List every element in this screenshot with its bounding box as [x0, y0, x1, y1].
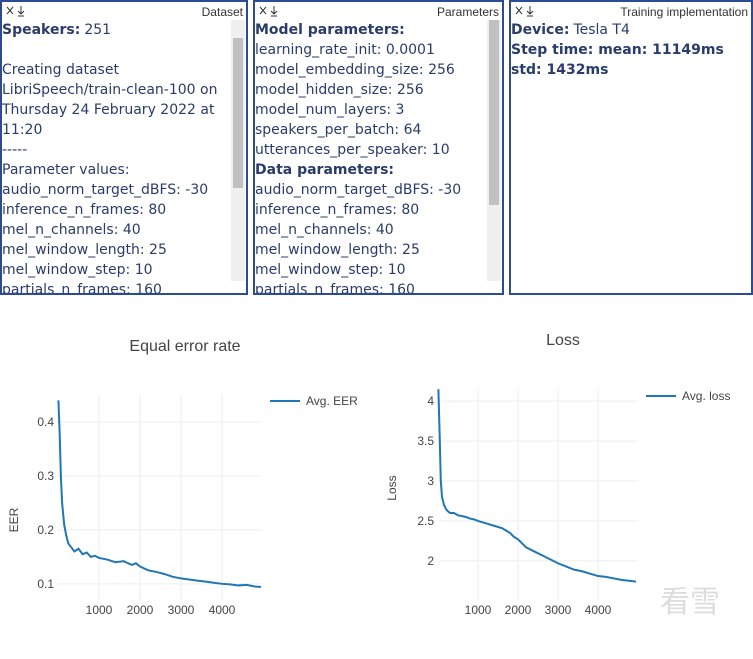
- text-line: mel_window_step: 10: [255, 262, 406, 278]
- x-tick-label: 4000: [209, 603, 236, 617]
- y-tick-label: 2.5: [417, 514, 434, 528]
- pane-text: Model parameters: learning_rate_init: 0.0…: [255, 20, 486, 295]
- y-tick-label: 2: [427, 554, 434, 568]
- text-line: mel_window_step: 10: [2, 262, 153, 278]
- pane-text: Device: Tesla T4 Step time: mean: 11149ms …: [511, 20, 735, 80]
- text-line: partials_n_frames: 160: [2, 282, 162, 295]
- text-line: mel_window_length: 25: [255, 242, 420, 258]
- text-line: Device: Tesla T4: [511, 20, 735, 40]
- text-line: Data parameters:: [255, 160, 486, 180]
- text-line: Speakers: 251: [2, 20, 230, 40]
- x-tick-label: 3000: [168, 603, 195, 617]
- y-tick-label: 4: [427, 394, 434, 408]
- text-line: Parameter values:: [2, 162, 130, 178]
- text-line: utterances_per_speaker: 10: [255, 142, 450, 158]
- y-axis-title: EER: [7, 507, 21, 532]
- watermark: 看雪: [660, 586, 720, 619]
- text-line: mel_window_length: 25: [2, 242, 167, 258]
- pane-title: Dataset: [201, 5, 243, 19]
- line-key: Data parameters:: [255, 162, 395, 178]
- legend-label: Avg. loss: [682, 389, 730, 403]
- y-tick-label: 0.2: [37, 523, 54, 537]
- y-tick-label: 0.1: [37, 577, 54, 591]
- x-tick-label: 1000: [86, 603, 113, 617]
- line-key: Step time: mean: 11149ms std: 1432ms: [511, 42, 724, 78]
- pane-header: Dataset: [2, 2, 246, 20]
- text-line: audio_norm_target_dBFS: -30: [2, 182, 209, 198]
- x-tick-label: 1000: [465, 603, 492, 617]
- text-line: inference_n_frames: 80: [255, 202, 420, 218]
- pane-header: Parameters: [255, 2, 502, 20]
- training-pane: Training implementation Device: Tesla T4 S…: [509, 0, 753, 295]
- text-line: Creating dataset LibriSpeech/train-clean…: [2, 62, 218, 138]
- data-line: [57, 400, 262, 589]
- pane-icons[interactable]: [515, 5, 545, 19]
- text-line: -----: [2, 142, 28, 158]
- line-value: 251: [84, 22, 112, 38]
- pane-title: Parameters: [436, 5, 499, 19]
- pane-icons[interactable]: [259, 5, 289, 19]
- line-key: Speakers:: [2, 22, 81, 38]
- text-line: model_hidden_size: 256: [255, 82, 424, 98]
- dataset-pane: Dataset Speakers: 251 Creating dataset Lib…: [0, 0, 248, 295]
- text-line: Step time: mean: 11149ms std: 1432ms: [511, 40, 735, 80]
- parameters-pane: Parameters Model parameters: learning_rat…: [253, 0, 504, 295]
- y-axis-title: Loss: [385, 475, 399, 500]
- text-line: audio_norm_target_dBFS: -30: [255, 182, 462, 198]
- scrollbar[interactable]: [487, 20, 501, 281]
- x-tick-label: 4000: [585, 603, 612, 617]
- text-line: Model parameters:: [255, 20, 486, 40]
- y-tick-label: 3: [427, 474, 434, 488]
- pane-header: Training implementation: [511, 2, 751, 20]
- pane-icons[interactable]: [6, 5, 36, 19]
- text-line: speakers_per_batch: 64: [255, 122, 422, 138]
- x-tick-label: 2000: [505, 603, 532, 617]
- pane-title: Training implementation: [620, 5, 748, 19]
- text-line: model_embedding_size: 256: [255, 62, 455, 78]
- x-tick-label: 2000: [127, 603, 154, 617]
- x-tick-label: 3000: [545, 603, 572, 617]
- text-line: model_num_layers: 3: [255, 102, 405, 118]
- line-value: Tesla T4: [573, 22, 630, 38]
- text-line: partials_n_frames: 160: [255, 282, 415, 295]
- y-tick-label: 0.3: [37, 469, 54, 483]
- pane-text: Speakers: 251 Creating dataset LibriSpeech…: [2, 20, 230, 295]
- text-line: learning_rate_init: 0.0001: [255, 42, 435, 58]
- chart-title: Loss: [546, 332, 580, 349]
- text-line: mel_n_channels: 40: [255, 222, 394, 238]
- scrollbar[interactable]: [231, 20, 245, 281]
- line-key: Device:: [511, 22, 570, 38]
- chart-title: Equal error rate: [129, 338, 240, 355]
- y-tick-label: 3.5: [417, 434, 434, 448]
- text-line: inference_n_frames: 80: [2, 202, 167, 218]
- y-tick-label: 0.4: [37, 415, 54, 429]
- legend-label: Avg. EER: [306, 394, 358, 408]
- line-key: Model parameters:: [255, 22, 405, 38]
- text-line: mel_n_channels: 40: [2, 222, 141, 238]
- data-line: [437, 389, 637, 583]
